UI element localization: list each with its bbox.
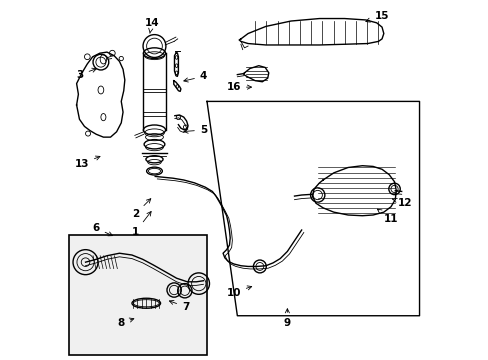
Text: 16: 16 <box>226 82 251 92</box>
Text: 12: 12 <box>392 198 412 208</box>
Text: 13: 13 <box>75 156 100 169</box>
Text: 2: 2 <box>132 199 150 219</box>
Text: 5: 5 <box>183 125 207 135</box>
Text: 7: 7 <box>169 300 189 312</box>
Text: 1: 1 <box>132 212 151 237</box>
Text: 10: 10 <box>226 286 251 297</box>
Text: 11: 11 <box>377 209 398 224</box>
Text: 6: 6 <box>92 223 112 236</box>
Text: 3: 3 <box>76 68 96 80</box>
Text: 8: 8 <box>117 318 134 328</box>
Text: 14: 14 <box>144 18 159 33</box>
Text: 9: 9 <box>283 309 290 328</box>
Text: 4: 4 <box>183 71 207 82</box>
Text: 15: 15 <box>365 11 388 22</box>
Bar <box>69 235 206 355</box>
